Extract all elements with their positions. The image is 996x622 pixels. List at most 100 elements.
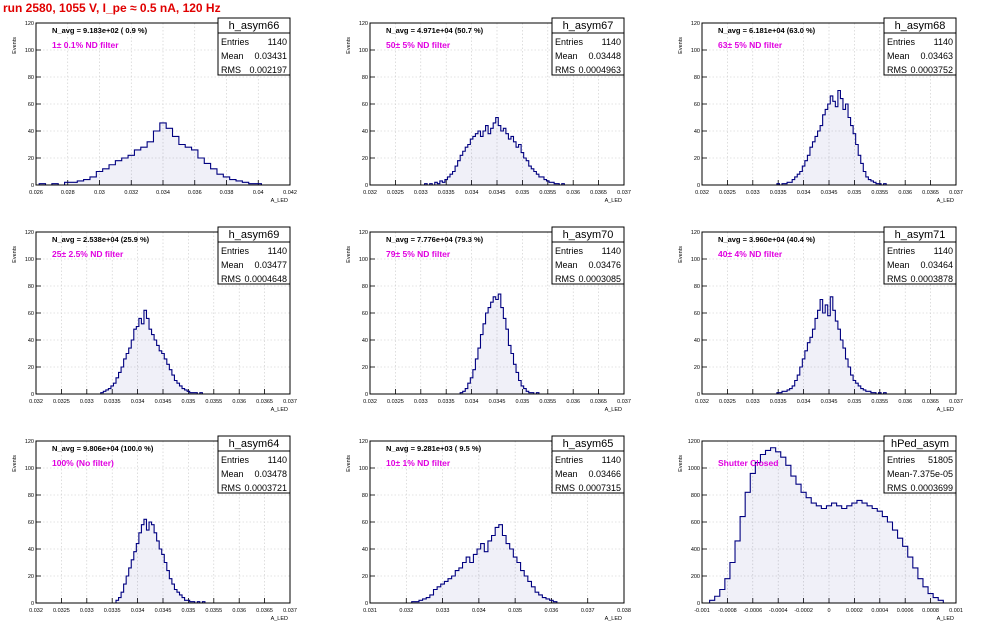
- histogram-bin: [789, 388, 793, 394]
- histogram-bin: [868, 179, 871, 185]
- histogram-bin: [89, 176, 97, 185]
- histogram-bin: [480, 543, 485, 603]
- stats-value: 1140: [268, 455, 287, 465]
- x-tick-label: 0.0325: [53, 608, 70, 614]
- histogram-bin: [506, 543, 510, 603]
- histogram-bin: [147, 141, 154, 185]
- page-title: run 2580, 1055 V, I_pe ≈ 0.5 nA, 120 Hz: [3, 1, 221, 15]
- histogram-bin: [922, 586, 929, 603]
- stats-value: 0.03463: [920, 51, 953, 61]
- histogram-bin: [865, 391, 869, 394]
- stats-label: Entries: [221, 246, 250, 256]
- histogram-bin: [840, 98, 843, 185]
- stats-value: 0.0003085: [578, 274, 621, 284]
- x-tick-label: 0.036: [566, 190, 580, 196]
- stats-label: Mean: [555, 469, 578, 479]
- histogram-bin: [873, 392, 876, 394]
- x-tick-label: 0.034: [472, 608, 486, 614]
- histogram-bin: [490, 302, 494, 394]
- histogram-bin: [510, 353, 514, 394]
- x-tick-label: 0.028: [61, 190, 75, 196]
- histogram-bin: [210, 168, 217, 185]
- plot-frame: [701, 231, 957, 395]
- histogram-bin: [415, 601, 419, 603]
- plot-frame: [369, 231, 625, 395]
- y-tick-label: 60: [694, 102, 700, 108]
- histogram-bin: [809, 337, 813, 394]
- x-tick-label: 0.0365: [590, 190, 607, 196]
- x-tick-label: 0.035: [182, 608, 196, 614]
- histogram-bin: [178, 144, 186, 185]
- y-tick-label: 80: [28, 75, 34, 81]
- histogram-bin: [851, 503, 857, 603]
- histogram-bin: [138, 318, 142, 394]
- stats-label: RMS: [221, 483, 241, 493]
- histogram-bin: [792, 385, 795, 394]
- histogram-bin: [179, 594, 183, 603]
- x-tick-label: 0.036: [188, 190, 202, 196]
- x-tick-label: 0.026: [29, 190, 43, 196]
- histogram-bin: [136, 543, 139, 603]
- y-tick-label: 0: [697, 601, 700, 607]
- histogram-bin: [807, 342, 810, 394]
- histogram-bin: [792, 179, 795, 185]
- histogram-bin: [411, 601, 416, 603]
- histogram-bin: [457, 160, 461, 185]
- histogram-bin: [159, 122, 167, 185]
- histogram-bin: [832, 310, 836, 394]
- histogram-bin: [100, 392, 104, 394]
- histogram-bin: [447, 176, 451, 185]
- histogram-bin: [531, 586, 536, 603]
- plot-frame: [35, 440, 291, 604]
- histogram-outline: [411, 524, 558, 603]
- histogram-bin: [524, 576, 528, 603]
- plot-frame: [701, 440, 957, 604]
- x-tick-label: 0.033: [80, 608, 94, 614]
- panel-h_asym65: 0.031 0.032 0.033 0.034 0.035 0.036 0.037 0.038…: [346, 435, 631, 622]
- histogram-bin: [872, 508, 878, 603]
- histogram-bin: [477, 348, 481, 394]
- stats-value: 1140: [934, 37, 953, 47]
- stats-value: 0.0007315: [578, 483, 621, 493]
- histogram-bin: [779, 392, 783, 394]
- histogram-bin: [128, 155, 135, 185]
- histogram-bin: [477, 549, 481, 603]
- stats-label: RMS: [555, 65, 575, 75]
- histogram-bin: [236, 180, 243, 185]
- y-tick-label: 0: [697, 183, 700, 189]
- histogram-bin: [118, 372, 122, 394]
- stats-label: Entries: [555, 37, 584, 47]
- histogram-bin: [169, 369, 172, 394]
- histogram-bin: [70, 182, 78, 185]
- histogram-bin: [488, 307, 491, 394]
- y-tick-label: 20: [694, 365, 700, 371]
- histogram-bin: [755, 462, 761, 603]
- histogram-bin: [39, 183, 46, 185]
- y-axis-label: Events: [678, 37, 684, 54]
- histogram-bin: [498, 125, 501, 185]
- histogram-bin: [116, 377, 119, 394]
- histogram-bin: [830, 95, 833, 185]
- x-tick-label: 0.035: [848, 399, 862, 405]
- x-axis-label: A_LED: [605, 198, 622, 204]
- y-tick-label: 120: [25, 21, 34, 27]
- histogram-bin: [875, 183, 879, 185]
- histogram-bin: [176, 592, 180, 603]
- histogram-bin: [853, 133, 856, 185]
- histogram-bin: [938, 600, 944, 603]
- histogram-bin: [477, 131, 481, 185]
- stats-body-box: [217, 241, 291, 285]
- histogram-bin: [897, 538, 903, 603]
- histogram-bin: [151, 334, 155, 394]
- y-tick-label: 20: [694, 156, 700, 162]
- histogram-bin: [192, 601, 195, 603]
- histogram-bin: [149, 522, 152, 603]
- histogram-outline: [459, 293, 540, 395]
- histogram-bin: [503, 318, 506, 394]
- x-tick-label: 0.033: [746, 190, 760, 196]
- histogram-bin: [194, 392, 198, 394]
- stats-label: RMS: [555, 483, 575, 493]
- histogram-bin: [714, 596, 720, 603]
- histogram-bin: [229, 179, 237, 185]
